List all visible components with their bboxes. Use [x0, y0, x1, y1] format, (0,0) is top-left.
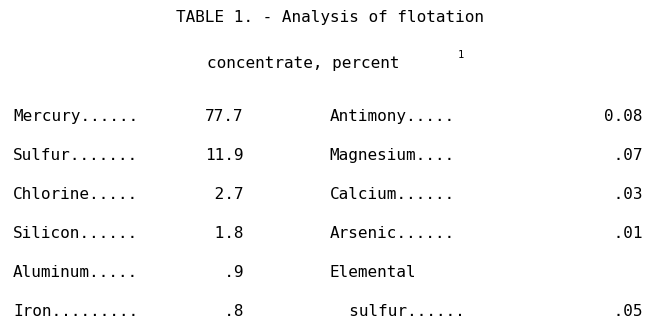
Text: concentrate, percent: concentrate, percent [207, 56, 399, 71]
Text: .05: .05 [604, 304, 643, 318]
Text: 2.7: 2.7 [206, 187, 244, 202]
Text: Silicon......: Silicon...... [13, 226, 138, 241]
Text: 11.9: 11.9 [206, 148, 244, 163]
Text: .07: .07 [604, 148, 643, 163]
Text: 0.08: 0.08 [604, 109, 643, 124]
Text: Magnesium....: Magnesium.... [330, 148, 455, 163]
Text: .8: .8 [206, 304, 244, 318]
Text: 77.7: 77.7 [206, 109, 244, 124]
Text: Antimony.....: Antimony..... [330, 109, 455, 124]
Text: .01: .01 [604, 226, 643, 241]
Text: sulfur......: sulfur...... [330, 304, 464, 318]
Text: .03: .03 [604, 187, 643, 202]
Text: Chlorine.....: Chlorine..... [13, 187, 138, 202]
Text: Iron.........: Iron......... [13, 304, 138, 318]
Text: Elemental: Elemental [330, 265, 416, 280]
Text: Mercury......: Mercury...... [13, 109, 138, 124]
Text: Sulfur.......: Sulfur....... [13, 148, 138, 163]
Text: TABLE 1. - Analysis of flotation: TABLE 1. - Analysis of flotation [175, 10, 484, 25]
Text: .9: .9 [206, 265, 244, 280]
Text: 1: 1 [458, 50, 464, 59]
Text: Aluminum.....: Aluminum..... [13, 265, 138, 280]
Text: 1.8: 1.8 [206, 226, 244, 241]
Text: Calcium......: Calcium...... [330, 187, 455, 202]
Text: Arsenic......: Arsenic...... [330, 226, 455, 241]
